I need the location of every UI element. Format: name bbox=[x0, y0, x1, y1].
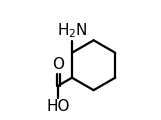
Text: HO: HO bbox=[47, 99, 70, 114]
Text: $\mathdefault{H_2N}$: $\mathdefault{H_2N}$ bbox=[57, 21, 87, 40]
Text: O: O bbox=[52, 57, 64, 72]
